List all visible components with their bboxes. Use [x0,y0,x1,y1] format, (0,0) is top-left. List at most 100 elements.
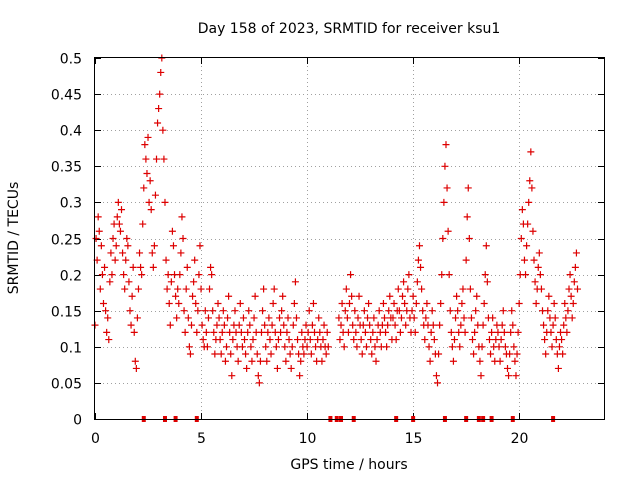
data-point [344,328,352,336]
data-point [134,285,142,293]
data-point [174,285,182,293]
data-point [128,292,136,300]
data-point [435,350,443,358]
data-point [337,321,345,329]
data-point [247,343,255,351]
data-point [217,350,225,358]
data-point [298,328,306,336]
data-point [432,372,440,380]
data-point [92,235,100,242]
data-point [231,307,239,315]
data-point [243,364,251,372]
data-point [181,328,189,336]
data-point [548,343,556,351]
data-point [504,364,512,372]
data-point [372,357,380,365]
data-point [159,126,167,134]
data-point [525,198,533,206]
data-point [457,321,465,329]
y-tick-label: 0.45 [51,88,82,104]
data-point [238,343,246,351]
data-point [470,350,478,358]
data-point [569,299,577,307]
data-point [418,285,426,293]
data-point [146,177,154,185]
data-point [483,278,491,286]
data-point [426,357,434,365]
data-point [269,299,277,307]
data-point [309,299,317,307]
data-point [161,198,169,206]
data-point [551,314,559,322]
data-point [507,328,515,336]
data-point [213,321,221,329]
data-point [253,350,261,358]
data-point [209,307,217,315]
data-point [168,227,176,235]
data-point [479,321,487,329]
data-point [352,328,360,336]
data-point [544,307,552,315]
data-point [549,321,557,329]
data-point [203,343,211,351]
data-point [439,235,447,242]
data-point [510,343,518,351]
data-point [194,307,202,315]
data-point [355,292,363,300]
data-point [318,357,326,365]
data-point [367,336,375,344]
data-point [500,328,508,336]
data-point [404,285,412,293]
data-point [162,256,170,264]
data-point [259,307,267,315]
data-point [560,321,568,329]
data-point [391,321,399,329]
data-point [214,299,222,307]
y-tick-label: 0.2 [60,269,82,285]
data-point [284,314,292,322]
data-point [371,343,379,351]
data-point [498,321,506,329]
data-point [537,285,545,293]
data-point [122,256,130,264]
data-point [226,328,234,336]
data-point [323,328,331,336]
data-point [473,292,481,300]
data-point [455,328,463,336]
data-point [227,350,235,358]
data-point [132,364,140,372]
data-point [263,357,271,365]
data-point [127,321,135,329]
data-point [390,299,398,307]
data-point [501,343,509,351]
data-point [392,336,400,344]
data-point [458,299,466,307]
data-point [151,191,159,199]
data-point [191,256,199,264]
data-point [245,307,253,315]
data-point [219,307,227,315]
data-point [358,350,366,358]
data-point [133,314,141,322]
data-point [499,307,507,315]
data-point [572,249,580,257]
data-point [235,321,243,329]
data-point [568,314,576,322]
data-point [283,328,291,336]
data-point [380,314,388,322]
data-point [505,372,513,380]
data-point [316,328,324,336]
data-point [440,198,448,206]
data-point [147,206,155,214]
data-point [368,350,376,358]
data-point [107,249,115,257]
data-point [265,314,273,322]
data-point [428,307,436,315]
data-point [94,213,102,221]
data-point [266,336,274,344]
data-point [456,343,464,351]
data-point [273,364,281,372]
data-point [154,119,162,127]
data-point [465,235,473,242]
data-point [102,307,110,315]
